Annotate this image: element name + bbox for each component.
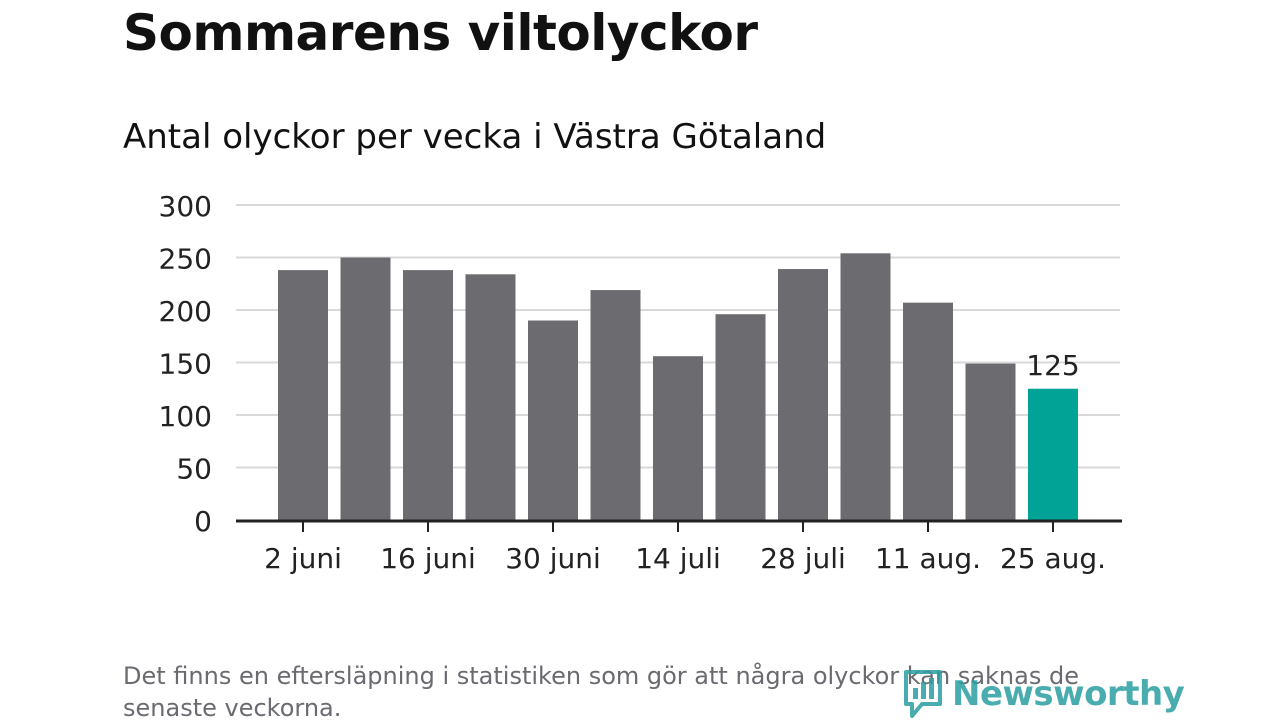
- y-tick-label: 0: [194, 505, 212, 538]
- y-tick-label: 150: [159, 348, 212, 381]
- bar: [653, 356, 703, 520]
- bar: [778, 269, 828, 520]
- y-tick-label: 200: [159, 295, 212, 328]
- bar: [403, 270, 453, 520]
- bar: [840, 253, 891, 521]
- data-label: 125: [1026, 349, 1079, 382]
- x-tick-label: 28 juli: [760, 542, 846, 575]
- bar: [278, 270, 328, 520]
- bar-chart: 0 50 100 150 200 250 300 125 2 juni 16 juni 30 jun…: [159, 190, 1122, 575]
- bar: [1028, 388, 1078, 520]
- bar: [340, 257, 391, 520]
- bar: [903, 302, 953, 520]
- y-tick-label: 250: [159, 243, 212, 276]
- bar: [715, 314, 766, 520]
- y-tick-label: 300: [159, 190, 212, 223]
- chart-subtitle: Antal olyckor per vecka i Västra Götalan…: [123, 117, 827, 157]
- bar: [590, 290, 641, 520]
- logo-text: Newsworthy: [952, 674, 1185, 714]
- bar: [528, 320, 578, 520]
- bar: [465, 274, 516, 520]
- y-tick-label: 100: [159, 400, 212, 433]
- x-tick-label: 30 juni: [505, 542, 601, 575]
- newsworthy-logo-icon: [904, 670, 942, 718]
- footnote: Det finns en eftersläpning i statistiken…: [123, 662, 1079, 720]
- newsworthy-logo: Newsworthy: [902, 668, 1185, 720]
- x-tick-label: 16 juni: [380, 542, 476, 575]
- page-title: Sommarens viltolyckor: [123, 4, 758, 62]
- x-tick-label: 14 juli: [635, 542, 721, 575]
- bar: [965, 363, 1016, 520]
- y-tick-label: 50: [176, 453, 212, 486]
- x-tick-label: 2 juni: [264, 542, 342, 575]
- x-tick-label: 11 aug.: [875, 542, 981, 575]
- x-tick-label: 25 aug.: [1000, 542, 1106, 575]
